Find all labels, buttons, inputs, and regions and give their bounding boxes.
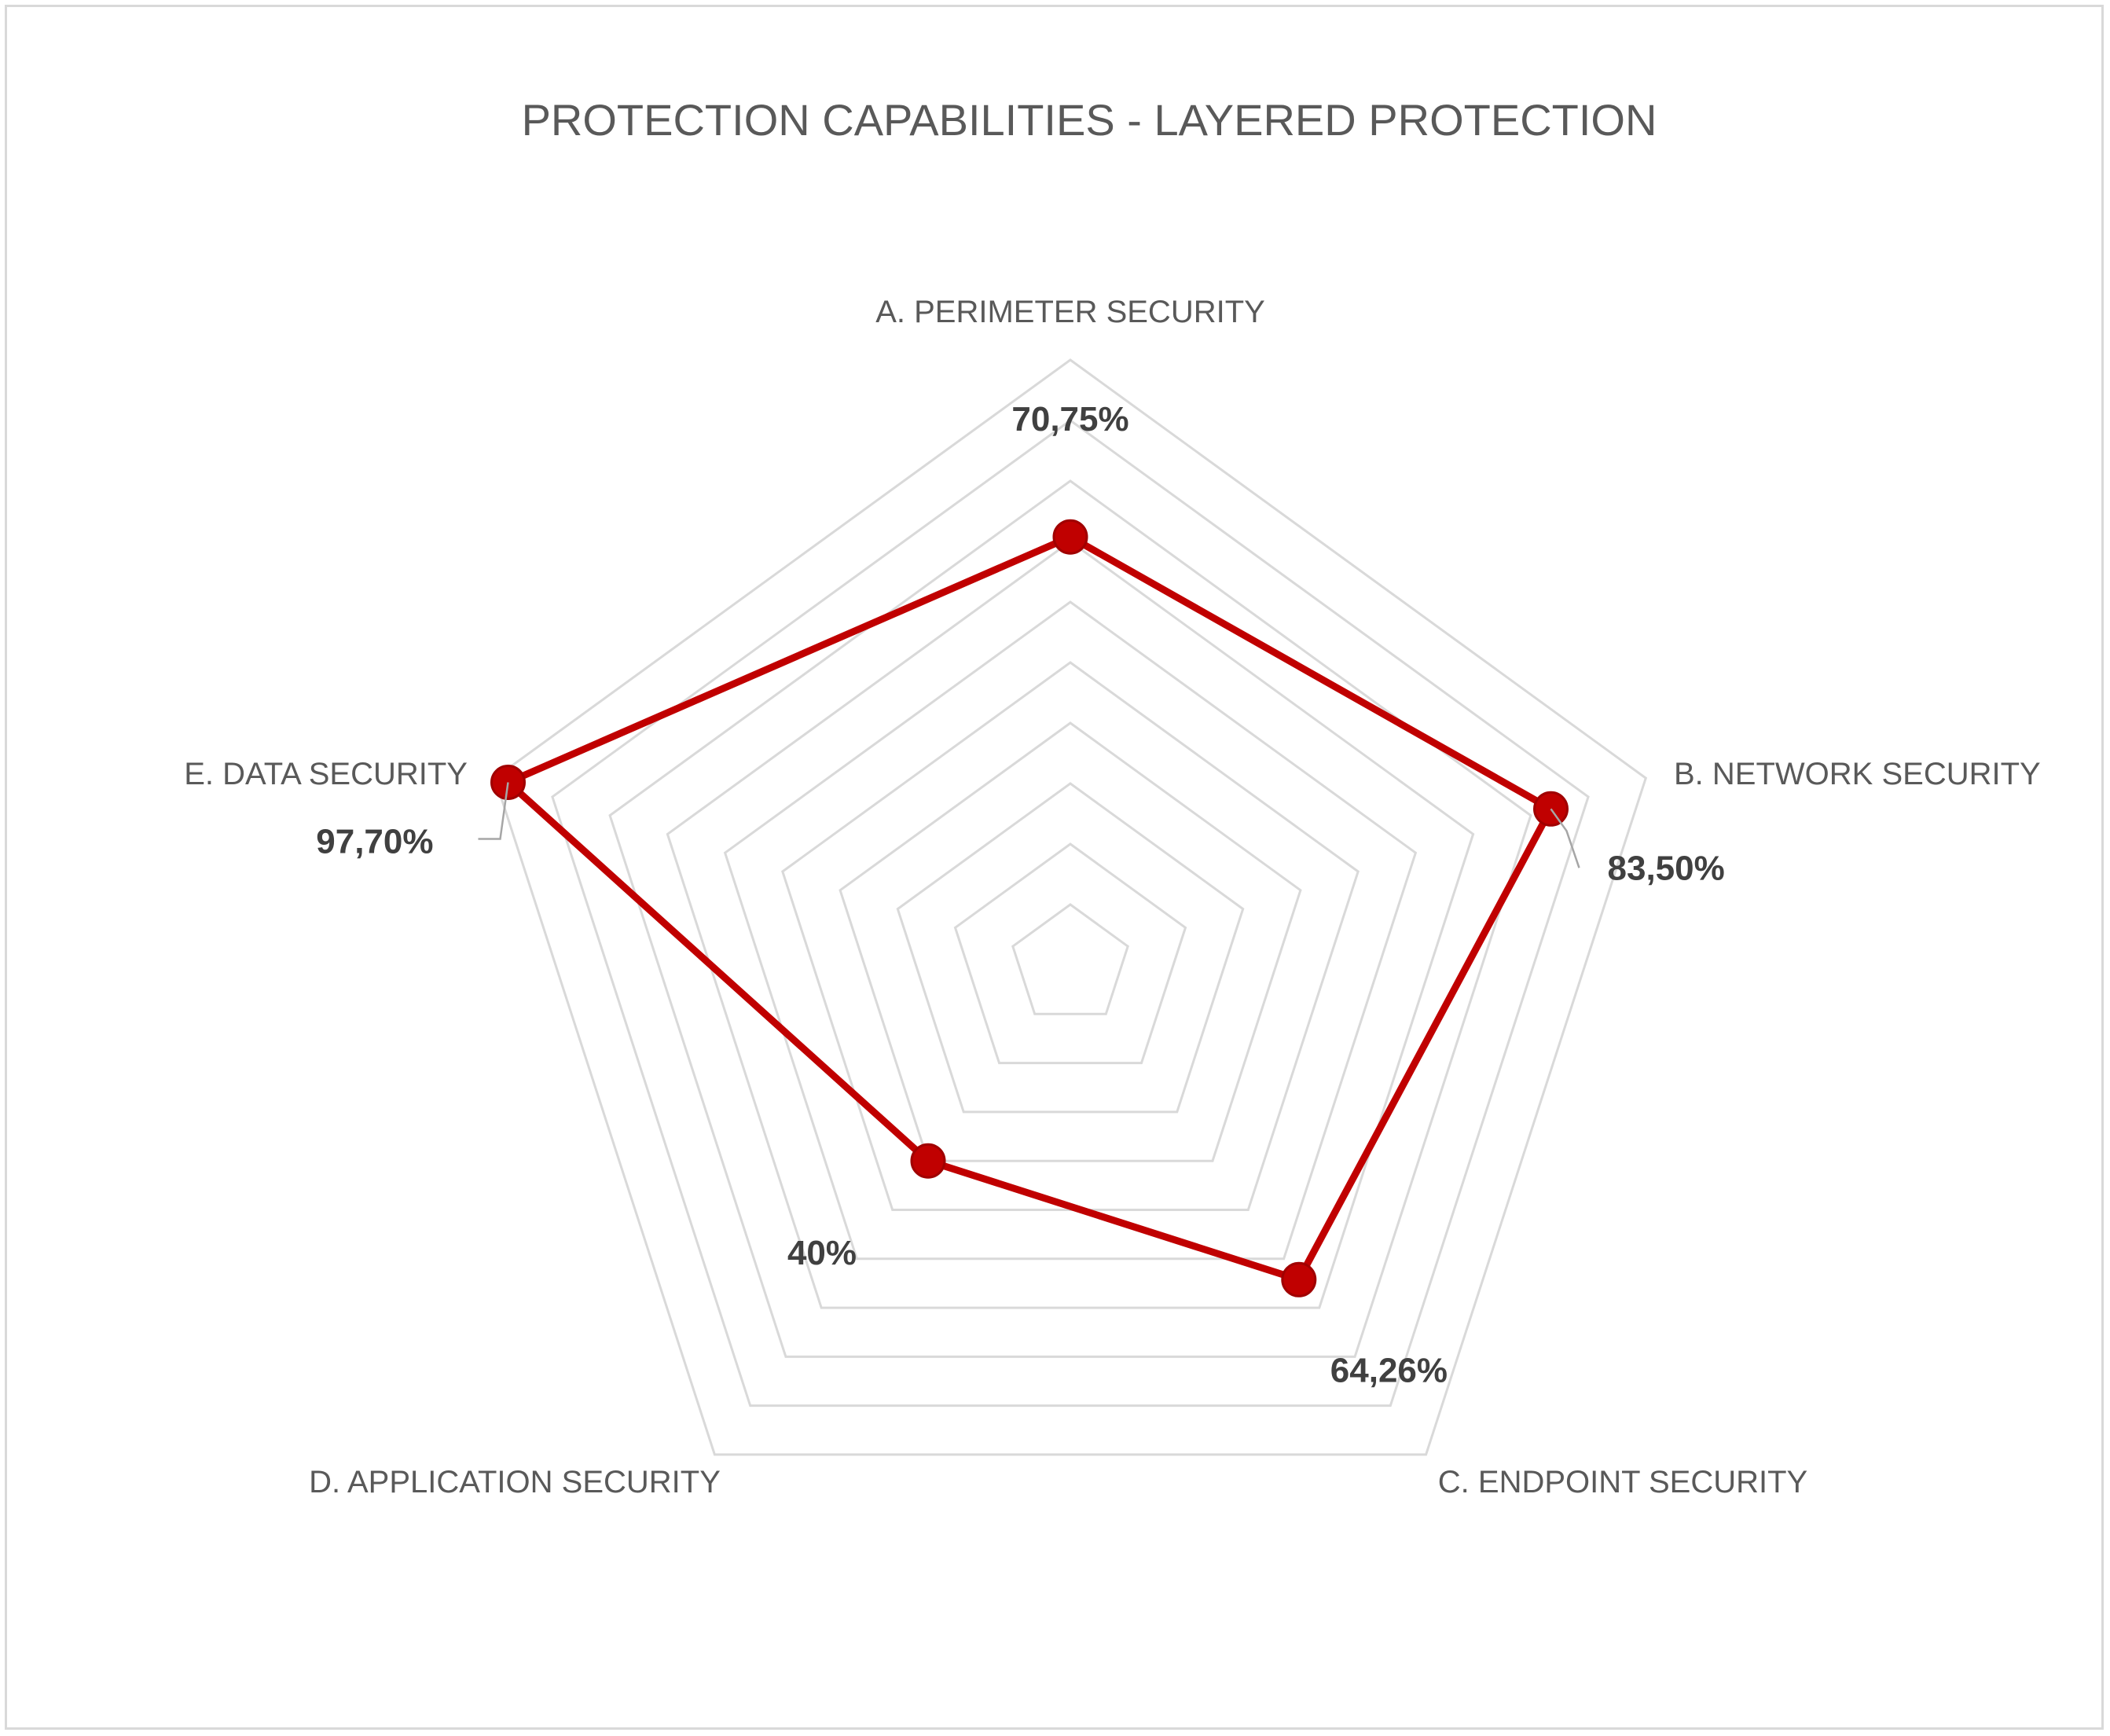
data-label: 97,70% (316, 823, 433, 861)
grid-ring (953, 842, 1187, 1065)
category-label: E. DATA SECURITY (184, 757, 468, 791)
category-label: C. ENDPOINT SECURITY (1438, 1465, 1807, 1499)
leader-line (478, 782, 509, 840)
grid-ring (551, 419, 1590, 1408)
radar-grid (493, 358, 1648, 1456)
data-label: 70,75% (1011, 400, 1128, 439)
series-line (505, 533, 1554, 1283)
grid-ring (666, 540, 1475, 1309)
category-label: B. NETWORK SECURITY (1674, 757, 2041, 791)
grid-ring (838, 721, 1302, 1162)
category-label: D. APPLICATION SECURITY (309, 1465, 721, 1499)
grid-ring (781, 661, 1360, 1211)
radar-series (490, 519, 1569, 1297)
chart-frame (5, 5, 2104, 1730)
category-label: A. PERIMETER SECURITY (875, 295, 1265, 329)
grid-ring (723, 600, 1418, 1261)
data-point (1281, 1261, 1317, 1297)
grid-ring (1011, 903, 1129, 1015)
data-label: 83,50% (1608, 849, 1725, 887)
grid-ring (608, 479, 1532, 1358)
grid-ring (493, 358, 1648, 1456)
leader-line (1550, 808, 1580, 868)
chart-title: PROTECTION CAPABILITIES - LAYERED PROTEC… (522, 95, 1657, 145)
data-label: 64,26% (1330, 1351, 1448, 1389)
data-point (1052, 519, 1088, 555)
grid-ring (896, 782, 1245, 1114)
data-label: 40% (787, 1234, 857, 1272)
labels-layer: 70,75% 83,50% 64,26% 40% 97,70% A. PERIMETER … (184, 295, 2041, 1499)
data-point (910, 1143, 946, 1179)
